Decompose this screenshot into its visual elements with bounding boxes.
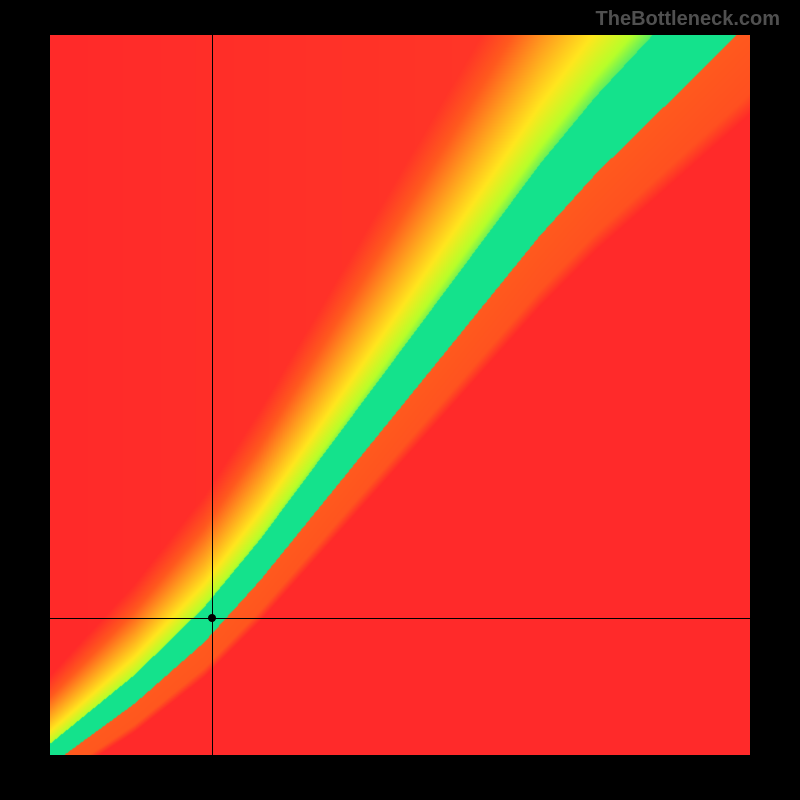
crosshair-marker	[208, 614, 216, 622]
crosshair-horizontal	[50, 618, 750, 619]
crosshair-vertical	[212, 35, 213, 755]
watermark-text: TheBottleneck.com	[596, 8, 780, 31]
chart-container: TheBottleneck.com	[0, 0, 800, 800]
bottleneck-heatmap	[50, 35, 750, 755]
